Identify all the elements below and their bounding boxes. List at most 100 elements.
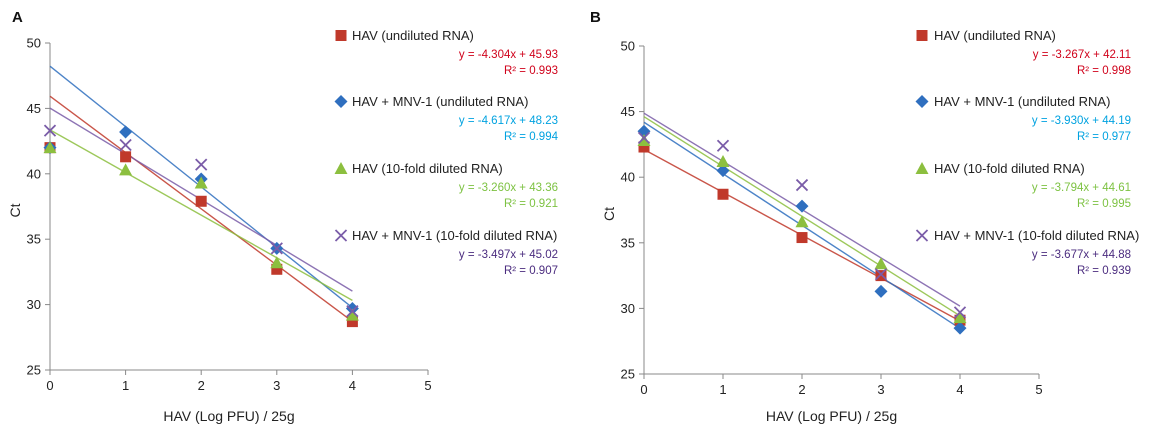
legend-marker-series-1 (916, 30, 928, 41)
data-point-series-4 (270, 242, 283, 255)
data-point-series-2 (119, 125, 133, 139)
legend-label-series-2: HAV + MNV-1 (undiluted RNA) (352, 94, 528, 109)
y-axis-title: Ct (7, 203, 23, 217)
legend-marker-series-2 (915, 95, 929, 108)
r-squared-series-1: R² = 0.993 (504, 65, 558, 77)
r-squared-series-3: R² = 0.995 (1077, 198, 1131, 210)
data-point-series-4 (874, 268, 888, 281)
data-point-series-1 (796, 232, 808, 244)
trendline-equation-series-4: y = -3.677x + 44.88 (1032, 249, 1131, 261)
y-tick-label: 40 (621, 170, 635, 185)
legend-label-series-3: HAV (10-fold diluted RNA) (934, 161, 1085, 176)
r-squared-series-2: R² = 0.977 (1077, 131, 1131, 143)
trendline-equation-series-3: y = -3.260x + 43.36 (459, 182, 558, 194)
data-point-series-4-stroke-2 (874, 268, 888, 281)
y-tick-label: 30 (621, 301, 635, 316)
y-tick-label: 25 (621, 367, 635, 382)
y-tick-label: 35 (27, 232, 41, 247)
r-squared-series-2: R² = 0.994 (504, 131, 559, 143)
trendline-equation-series-4: y = -3.497x + 45.02 (459, 249, 558, 261)
legend-marker-series-1 (335, 30, 347, 41)
data-point-series-4 (346, 305, 359, 318)
data-point-series-1 (346, 316, 358, 328)
legend-label-series-2: HAV + MNV-1 (undiluted RNA) (934, 94, 1110, 109)
data-point-series-3 (270, 256, 284, 269)
data-point-series-4-stroke-2 (795, 178, 809, 192)
data-point-series-2 (795, 199, 809, 213)
data-point-series-4 (637, 131, 651, 144)
legend-marker-series-2 (334, 95, 348, 108)
x-tick-label: 5 (424, 378, 431, 393)
trendline-equation-series-2: y = -3.930x + 44.19 (1032, 115, 1131, 127)
data-point-series-4 (43, 124, 57, 137)
legend-marker-series-4-stroke-2 (915, 229, 929, 242)
data-point-series-1 (271, 263, 283, 275)
data-point-series-4-stroke-2 (953, 306, 967, 319)
panel-letter: B (590, 9, 601, 26)
trendline-series-1 (49, 95, 353, 322)
data-point-series-4 (119, 138, 132, 152)
panel-letter: A (12, 9, 23, 26)
data-point-series-3 (119, 163, 133, 176)
legend-marker-series-4 (334, 229, 348, 242)
legend-marker-series-3 (334, 162, 348, 174)
y-tick-label: 25 (27, 363, 41, 378)
data-point-series-4-stroke-2 (119, 138, 132, 152)
data-point-series-4-stroke-2 (270, 242, 283, 255)
data-point-series-3 (43, 141, 57, 154)
y-tick-label: 45 (621, 104, 635, 119)
x-tick-label: 2 (798, 382, 805, 397)
data-point-series-2 (716, 164, 730, 178)
legend-label-series-4: HAV + MNV-1 (10-fold diluted RNA) (934, 228, 1139, 243)
legend-label-series-1: HAV (undiluted RNA) (352, 28, 474, 43)
data-point-series-4-stroke-2 (346, 305, 359, 318)
data-point-series-4-stroke-2 (637, 131, 651, 144)
legend-label-series-4: HAV + MNV-1 (10-fold diluted RNA) (352, 228, 557, 243)
x-axis-title: HAV (Log PFU) / 25g (163, 408, 294, 424)
legend-marker-series-3 (915, 162, 929, 174)
y-tick-label: 30 (27, 297, 41, 312)
y-tick-label: 50 (27, 36, 41, 51)
x-axis-title: HAV (Log PFU) / 25g (766, 408, 897, 424)
data-point-series-1 (875, 270, 887, 282)
legend-marker-series-4-stroke-2 (334, 229, 348, 242)
legend-label-series-3: HAV (10-fold diluted RNA) (352, 161, 503, 176)
data-point-series-3 (874, 257, 888, 270)
y-tick-label: 35 (621, 235, 635, 250)
r-squared-series-4: R² = 0.939 (1077, 265, 1131, 277)
data-point-series-4 (195, 158, 208, 171)
data-point-series-1 (638, 141, 650, 153)
x-tick-label: 0 (46, 378, 53, 393)
trendline-equation-series-2: y = -4.617x + 48.23 (459, 115, 558, 127)
data-point-series-2 (953, 321, 967, 335)
x-tick-label: 3 (877, 382, 884, 397)
x-tick-label: 4 (956, 382, 963, 397)
data-point-series-3 (637, 133, 651, 146)
x-tick-label: 1 (719, 382, 726, 397)
data-point-series-1 (195, 195, 207, 207)
data-point-series-2 (874, 284, 888, 298)
legend-label-series-1: HAV (undiluted RNA) (934, 28, 1056, 43)
data-point-series-2 (345, 302, 359, 316)
y-tick-label: 45 (27, 101, 41, 116)
data-point-series-3 (345, 308, 359, 321)
x-tick-label: 1 (122, 378, 129, 393)
data-point-series-4 (795, 178, 809, 192)
y-tick-label: 50 (621, 39, 635, 54)
r-squared-series-3: R² = 0.921 (504, 198, 558, 210)
data-point-series-4-stroke-2 (716, 139, 730, 152)
data-point-series-1 (717, 188, 729, 200)
x-tick-label: 3 (273, 378, 280, 393)
y-axis-title: Ct (601, 207, 617, 221)
data-point-series-4 (953, 306, 967, 319)
r-squared-series-4: R² = 0.907 (504, 265, 558, 277)
trendline-equation-series-1: y = -4.304x + 45.93 (459, 49, 558, 61)
x-tick-label: 4 (349, 378, 356, 393)
data-point-series-3 (795, 215, 809, 228)
data-point-series-4 (716, 139, 730, 152)
trendline-equation-series-1: y = -3.267x + 42.11 (1033, 49, 1131, 61)
x-tick-label: 0 (640, 382, 647, 397)
data-point-series-3 (953, 311, 967, 324)
x-tick-label: 5 (1035, 382, 1042, 397)
